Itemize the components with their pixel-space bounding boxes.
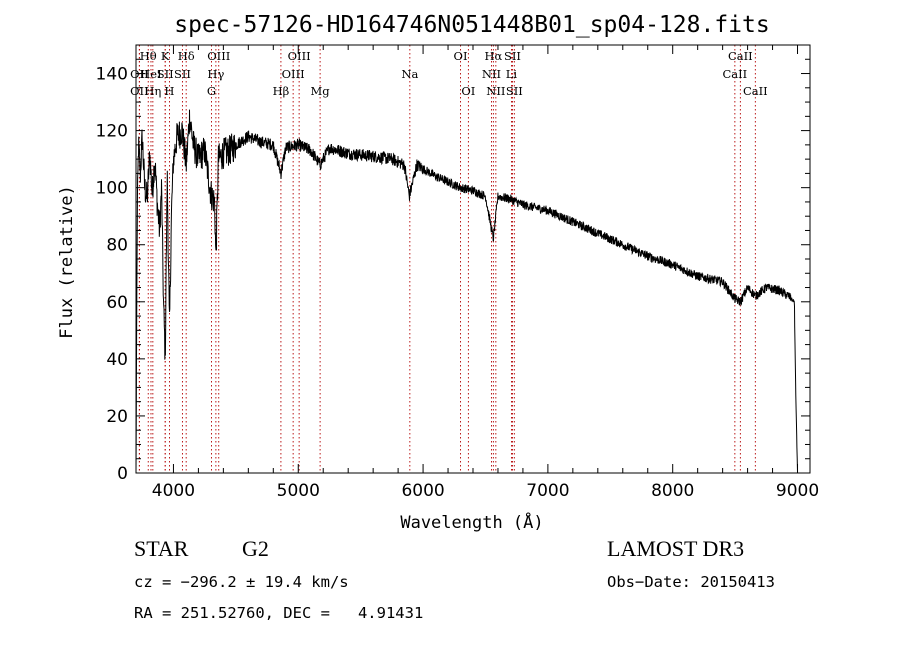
spectral-line-label: SII [174, 67, 191, 81]
spectrum-line [135, 109, 798, 474]
x-tick-label: 7000 [526, 481, 569, 501]
spectral-line-label: SII [157, 67, 174, 81]
spectral-line-label: OII [130, 67, 149, 81]
spectral-line-label: Hβ [273, 84, 290, 98]
spectrum-series [135, 109, 798, 474]
spectral-line-label: Hα [484, 49, 502, 63]
observation-date: Obs−Date: 20150413 [607, 573, 775, 591]
y-tick-label: 0 [117, 464, 128, 484]
spectral-line-label: Hθ [140, 49, 157, 63]
spectral-line-label: Hγ [207, 67, 224, 81]
spectral-subclass: G2 [242, 536, 269, 561]
spectral-line-label: CaII [743, 84, 768, 98]
object-class: STAR [134, 536, 189, 561]
spectral-line-label: OII [130, 84, 149, 98]
spectral-line-label: Hη [144, 84, 161, 98]
spectral-line-label: G [207, 84, 216, 98]
y-tick-label: 60 [106, 293, 128, 313]
spectral-line-label: HeI [140, 67, 161, 81]
spectral-line-label: OI [454, 49, 468, 63]
spectral-line-label: Li [506, 67, 518, 81]
x-tick-label: 6000 [401, 481, 444, 501]
y-tick-label: 40 [106, 350, 128, 370]
spectral-line-label: SII [506, 84, 523, 98]
spectral-line-label: Hδ [178, 49, 195, 63]
plot-frame [135, 44, 811, 474]
x-axis: 4000 5000 6000 7000 8000 9000 [152, 45, 819, 501]
spectral-line-label: H [164, 84, 174, 98]
y-axis-label: Flux (relative) [57, 185, 77, 339]
y-tick-label: 20 [106, 407, 128, 427]
spectral-line-label: OI [461, 84, 475, 98]
chart-title: spec-57126-HD164746N051448B01_sp04-128.f… [174, 12, 769, 38]
spectral-line-label: CaII [722, 67, 747, 81]
spectral-line-label: OIII [288, 49, 311, 63]
coordinates: RA = 251.52760, DEC = 4.91431 [134, 604, 424, 622]
y-tick-label: 80 [106, 236, 128, 256]
x-tick-label: 4000 [152, 481, 195, 501]
spectral-line-markers [138, 45, 756, 473]
x-tick-label: 8000 [651, 481, 694, 501]
survey-name: LAMOST DR3 [607, 536, 745, 561]
x-axis-label: Wavelength (Å) [400, 511, 543, 533]
spectral-line-label: NII [486, 84, 505, 98]
x-tick-label: 9000 [776, 481, 819, 501]
y-tick-label: 120 [96, 122, 128, 142]
spectral-line-label: K [161, 49, 170, 63]
y-tick-label: 100 [96, 179, 128, 199]
spectral-line-label: OIII [207, 49, 230, 63]
spectral-line-label: OIII [282, 67, 305, 81]
spectral-line-label: CaII [728, 49, 753, 63]
y-tick-label: 140 [96, 65, 128, 85]
spectral-line-label: SII [504, 49, 521, 63]
y-axis: 0 20 40 60 80 100 120 140 [96, 44, 810, 484]
redshift-cz: cz = −296.2 ± 19.4 km/s [134, 573, 349, 591]
spectral-line-label: NII [482, 67, 501, 81]
x-tick-label: 5000 [277, 481, 320, 501]
spectral-line-label: Na [401, 67, 418, 81]
spectral-line-labels: OIIOIIHθHeIHηKSIIHHδSIIOIIIHγGOIIIOIIIHβ… [130, 49, 768, 98]
spectral-line-label: Mg [311, 84, 331, 98]
